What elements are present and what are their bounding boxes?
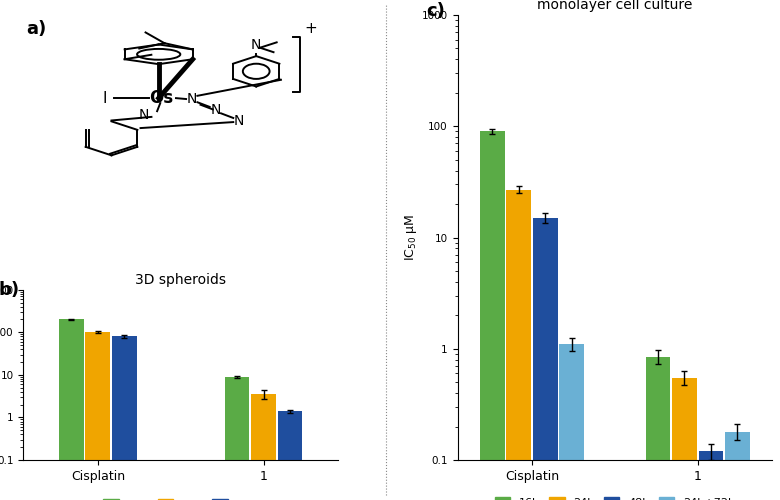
Bar [672, 378, 697, 500]
Bar [112, 336, 136, 500]
Bar [725, 432, 750, 500]
Text: N: N [210, 103, 221, 117]
Bar [86, 332, 110, 500]
Text: +: + [304, 22, 317, 36]
Legend: 16h, 24h, 48h, 24h+72h: 16h, 24h, 48h, 24h+72h [490, 492, 739, 500]
Bar [506, 190, 531, 500]
Bar [225, 377, 250, 500]
Title: 3D spheroids: 3D spheroids [135, 273, 226, 287]
Bar [533, 218, 558, 500]
Y-axis label: IC$_{50}$ μM: IC$_{50}$ μM [403, 214, 419, 262]
Legend: 16h, 24h, 48h: 16h, 24h, 48h [99, 494, 263, 500]
Text: a): a) [27, 20, 47, 38]
Text: Os: Os [149, 89, 173, 107]
Text: N: N [186, 92, 197, 106]
Bar [59, 320, 83, 500]
Text: I: I [102, 90, 107, 106]
Text: N: N [234, 114, 244, 128]
Bar [559, 344, 584, 500]
Text: b): b) [0, 281, 20, 299]
Bar [699, 451, 723, 500]
Title: monolayer cell culture: monolayer cell culture [537, 0, 693, 12]
Bar [646, 356, 670, 500]
Text: N: N [139, 108, 149, 122]
Text: c): c) [426, 2, 445, 20]
Bar [278, 411, 303, 500]
Bar [480, 132, 505, 500]
Bar [251, 394, 276, 500]
Text: N: N [251, 38, 261, 52]
